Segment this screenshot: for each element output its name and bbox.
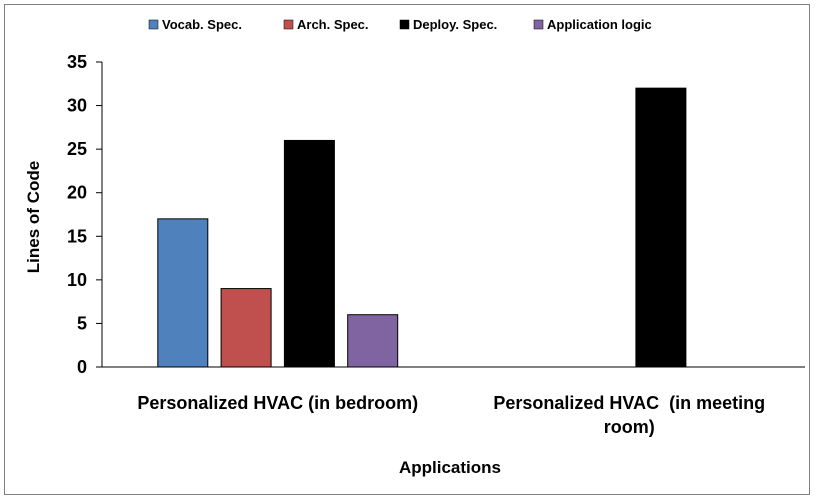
y-tick-label: 0: [77, 357, 87, 377]
legend-swatch: [533, 19, 544, 30]
legend-swatch: [399, 19, 410, 30]
legend-swatch: [148, 19, 159, 30]
legend-label: Vocab. Spec.: [162, 17, 242, 32]
x-category-label: Personalized HVAC (in meeting: [493, 393, 765, 413]
y-tick-label: 20: [67, 183, 87, 203]
bar-deploy-spec: [283, 139, 335, 368]
y-tick-label: 10: [67, 270, 87, 290]
bar-application-logic: [347, 314, 399, 368]
chart-frame: Vocab. Spec. Arch. Spec. Deploy. Spec. Appl…: [4, 4, 810, 495]
bars: [157, 87, 687, 368]
x-axis: Personalized HVAC (in bedroom) Personaliz…: [102, 366, 805, 437]
y-tick-label: 5: [77, 313, 87, 333]
y-axis-title: Lines of Code: [24, 161, 43, 273]
y-tick-label: 30: [67, 96, 87, 116]
y-tick-label: 25: [67, 139, 87, 159]
y-tick-label: 15: [67, 226, 87, 246]
x-axis-title: Applications: [399, 458, 501, 477]
bar-vocab-spec: [157, 218, 209, 368]
x-category-label: Personalized HVAC (in bedroom): [137, 393, 418, 413]
legend: Vocab. Spec. Arch. Spec. Deploy. Spec. Appl…: [148, 17, 652, 32]
bar-deploy-spec: [635, 87, 687, 368]
x-category-label: room): [604, 417, 655, 437]
legend-label: Arch. Spec.: [297, 17, 369, 32]
legend-label: Application logic: [547, 17, 652, 32]
legend-swatch: [283, 19, 294, 30]
bar-arch-spec: [220, 288, 272, 368]
y-tick-label: 35: [67, 52, 87, 72]
y-axis: 0 5 10 15 20 25 30 35: [67, 52, 103, 377]
legend-label: Deploy. Spec.: [413, 17, 497, 32]
bar-chart: Vocab. Spec. Arch. Spec. Deploy. Spec. Appl…: [24, 17, 805, 477]
